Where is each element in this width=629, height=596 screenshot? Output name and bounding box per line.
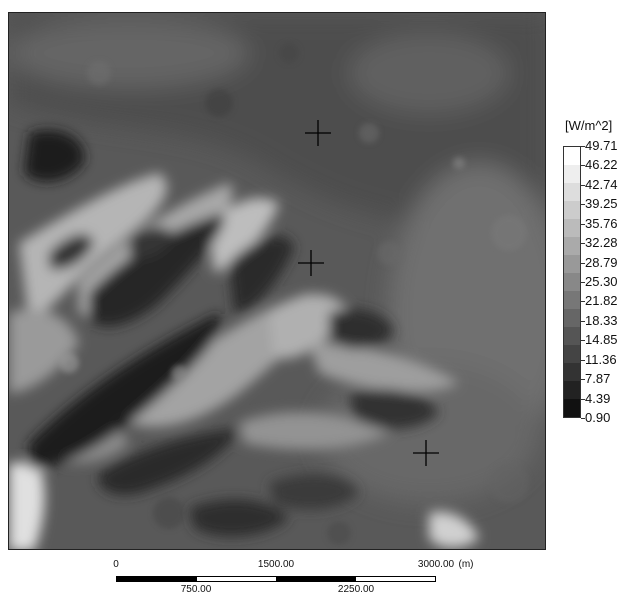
legend-swatch [564,345,580,363]
scale-bar-segments [116,576,436,582]
legend-tick [581,359,585,361]
legend-tick [581,340,585,342]
scale-label-1500: 1500.00 [257,559,295,570]
scale-segment-3 [276,577,356,581]
crosshair-marker-center [298,250,324,276]
scale-label-750: 750.00 [180,584,212,595]
legend-swatch [564,273,580,291]
legend-swatch [564,255,580,273]
legend-tick [581,320,585,322]
legend-tick [581,223,585,225]
legend-label: 25.30 [585,274,618,289]
legend-swatch [564,399,580,417]
legend-title: [W/m^2] [565,118,613,133]
legend-label: 28.79 [585,254,618,270]
legend-swatch [564,165,580,183]
legend-tick [581,146,585,147]
legend-swatch [564,291,580,309]
legend-label: 46.22 [585,157,618,173]
scale-segment-2 [196,577,276,581]
legend-tick [581,243,585,245]
scale-segment-1 [117,577,197,581]
legend-tick [581,184,585,186]
legend-label: 11.36 [585,351,617,367]
scale-unit: (m) [458,559,474,570]
scale-bar: 0 1500.00 3000.00 (m) 750.00 2250.00 [0,556,629,596]
legend-swatch [564,183,580,201]
legend-tick [581,204,585,206]
legend-swatch [564,363,580,381]
map-raster [9,13,545,549]
legend-label: 14.85 [585,332,618,348]
legend-tick [581,379,585,381]
legend-tick [581,301,585,303]
legend-swatch [564,237,580,255]
legend-label: 0.90 [585,410,611,425]
legend-label: 39.25 [585,196,618,212]
legend-tick [581,418,585,419]
legend-tick [581,262,585,264]
legend-label: 7.87 [585,371,611,387]
crosshair-marker-southeast [413,440,439,466]
legend-colorbar [563,146,581,418]
legend-tick [581,282,585,283]
legend-label: 21.82 [585,293,618,309]
scale-segment-4 [355,577,435,581]
legend-label: 18.33 [585,312,618,328]
scale-label-0: 0 [113,559,119,570]
scale-label-2250: 2250.00 [337,584,375,595]
legend-swatch [564,201,580,219]
legend-swatch [564,147,580,165]
legend-swatch [564,327,580,345]
legend-tick [581,398,585,400]
legend-label: 4.39 [585,390,611,406]
legend-label: 35.76 [585,215,618,231]
legend-swatch [564,381,580,399]
legend-label: 49.71 [585,138,618,153]
legend-label: 42.74 [585,176,618,192]
legend-swatch [564,309,580,327]
legend-label: 32.28 [585,235,618,251]
legend-tick [581,165,585,167]
heat-flux-map [8,12,546,550]
crosshair-marker-north [305,120,331,146]
legend-swatch [564,219,580,237]
scale-label-3000: 3000.00 [417,559,455,570]
